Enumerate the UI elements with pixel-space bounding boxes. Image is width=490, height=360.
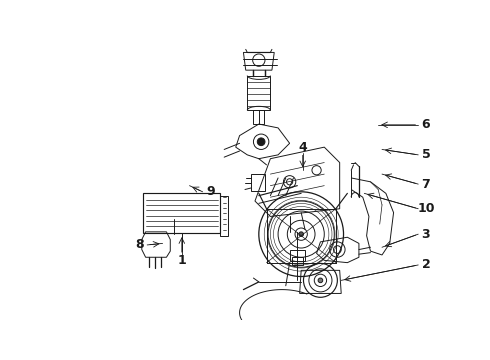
- Bar: [251, 174, 265, 191]
- Circle shape: [299, 232, 303, 237]
- Bar: [220, 195, 228, 236]
- Circle shape: [257, 138, 265, 145]
- Bar: [292, 257, 303, 265]
- Text: 2: 2: [421, 258, 430, 271]
- Text: 3: 3: [421, 228, 430, 240]
- Circle shape: [318, 278, 323, 283]
- Text: 10: 10: [417, 202, 435, 215]
- Bar: [253, 110, 264, 124]
- Text: 9: 9: [206, 185, 215, 198]
- Text: 8: 8: [135, 238, 144, 251]
- Bar: [143, 193, 220, 233]
- Text: 6: 6: [421, 118, 430, 131]
- Text: 5: 5: [421, 148, 430, 161]
- Bar: [290, 249, 305, 261]
- Text: 7: 7: [421, 177, 430, 190]
- Text: 4: 4: [298, 141, 307, 154]
- Bar: [247, 76, 270, 110]
- Text: 1: 1: [177, 254, 186, 267]
